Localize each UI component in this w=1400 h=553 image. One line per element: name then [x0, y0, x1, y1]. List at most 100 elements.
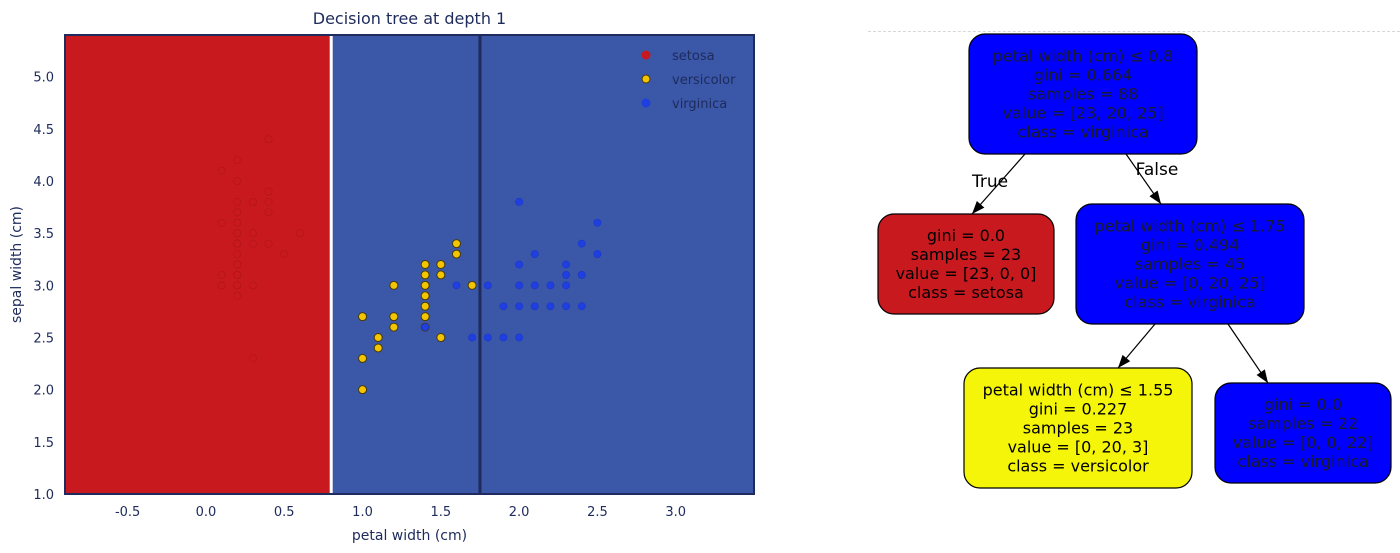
data-point-virginica — [499, 333, 508, 342]
data-point-versicolor — [358, 312, 368, 322]
data-point-virginica — [421, 323, 430, 331]
x-tick-label: 1.5 — [430, 505, 451, 520]
tree-node-line: class = virginica — [1237, 452, 1368, 471]
data-point-virginica — [593, 250, 602, 258]
data-point-setosa — [233, 177, 242, 185]
data-point-versicolor — [420, 291, 430, 301]
data-point-setosa — [217, 281, 226, 290]
tree-node-line: value = [23, 0, 0] — [896, 264, 1037, 283]
data-point-virginica — [483, 333, 492, 342]
legend-marker-versicolor — [641, 74, 651, 84]
data-point-versicolor — [358, 385, 368, 395]
y-tick-label: 4.0 — [33, 175, 54, 190]
tree-node-line: value = [23, 20, 25] — [1002, 104, 1163, 123]
data-point-setosa — [249, 229, 257, 238]
y-tick-label: 5.0 — [33, 71, 54, 86]
data-point-setosa — [233, 291, 242, 300]
data-point-virginica — [530, 302, 539, 311]
data-point-setosa — [264, 208, 273, 217]
data-point-setosa — [233, 281, 242, 290]
y-tick-label: 1.0 — [33, 488, 54, 503]
x-tick-label: 1.0 — [352, 505, 373, 520]
tree-node-line: samples = 45 — [1135, 255, 1245, 274]
data-point-virginica — [468, 333, 477, 342]
legend-label-virginica: virginica — [672, 97, 727, 112]
data-point-virginica — [562, 281, 570, 290]
data-point-virginica — [530, 250, 539, 258]
data-point-versicolor — [451, 239, 461, 249]
data-point-virginica — [483, 281, 492, 290]
tree-node-line: samples = 23 — [1023, 419, 1133, 438]
data-point-virginica — [515, 198, 524, 206]
data-point-setosa — [233, 156, 242, 165]
tree-node-box — [877, 213, 1055, 315]
y-axis-label: sepal width (cm) — [9, 206, 25, 323]
x-tick-label: 0.5 — [274, 505, 295, 520]
data-point-virginica — [515, 281, 524, 290]
data-point-setosa — [233, 198, 242, 206]
tree-node-line: samples = 23 — [911, 245, 1021, 264]
data-point-setosa — [249, 198, 257, 206]
tree-node-line: petal width (cm) ≤ 1.75 — [1095, 217, 1286, 236]
x-tick-label: 3.0 — [665, 505, 686, 520]
tree-node-line: gini = 0.0 — [927, 226, 1005, 245]
data-point-setosa — [233, 239, 242, 248]
data-point-setosa — [264, 239, 273, 248]
legend-label-versicolor: versicolor — [672, 73, 736, 88]
x-axis-label: petal width (cm) — [352, 528, 467, 544]
legend-marker-setosa — [641, 50, 651, 60]
data-point-setosa — [233, 250, 242, 258]
scatter-plot: Decision tree at depth 1 petal width (cm)… — [9, 9, 755, 544]
y-tick-label: 2.0 — [33, 384, 54, 399]
data-point-setosa — [280, 250, 289, 258]
tree-node-line: gini = 0.664 — [1034, 66, 1133, 85]
data-point-versicolor — [389, 312, 399, 322]
decision-region-setosa — [65, 35, 332, 494]
y-tick-label: 4.5 — [33, 123, 54, 138]
data-point-versicolor — [373, 343, 383, 353]
data-point-versicolor — [451, 249, 461, 259]
data-point-virginica — [452, 281, 461, 290]
legend: setosa versicolor virginica — [641, 49, 736, 112]
x-tick-label: 2.0 — [509, 505, 530, 520]
chart-title: Decision tree at depth 1 — [313, 9, 506, 28]
edge-label-false: False — [1136, 160, 1179, 180]
data-point-virginica — [546, 281, 555, 290]
edge-right-rightright-head — [1256, 369, 1268, 383]
edge-label-true: True — [971, 172, 1008, 192]
data-point-versicolor — [467, 280, 477, 290]
data-point-virginica — [515, 260, 524, 269]
data-point-virginica — [499, 302, 508, 311]
tree-node-line: value = [0, 20, 3] — [1008, 438, 1149, 457]
data-point-setosa — [264, 198, 273, 206]
data-point-virginica — [562, 302, 570, 311]
legend-label-setosa: setosa — [672, 49, 715, 64]
data-point-virginica — [530, 281, 539, 290]
data-point-versicolor — [420, 260, 430, 269]
x-tick-label: 0.0 — [196, 505, 217, 520]
tree-node-box — [968, 33, 1198, 155]
x-tick-label: -0.5 — [115, 505, 140, 520]
tree-node-line: gini = 0.0 — [1264, 395, 1342, 414]
data-point-setosa — [249, 281, 257, 290]
tree-node-line: samples = 88 — [1028, 85, 1138, 104]
tree-node-line: gini = 0.494 — [1141, 236, 1240, 255]
decision-region-virginica — [331, 35, 754, 494]
data-point-virginica — [562, 271, 570, 279]
edge-right-rightleft-head — [1118, 354, 1131, 368]
data-point-setosa — [233, 208, 242, 217]
dashed-separator — [868, 31, 1400, 32]
tree-node-box — [1075, 203, 1305, 325]
data-point-virginica — [577, 271, 586, 279]
y-tick-label: 3.0 — [33, 279, 54, 294]
edge-root-right-head — [1149, 190, 1161, 204]
data-point-setosa — [249, 354, 257, 363]
data-point-virginica — [515, 333, 524, 342]
data-point-virginica — [546, 302, 555, 311]
tree-node-line: petal width (cm) ≤ 0.8 — [993, 47, 1174, 66]
data-point-versicolor — [420, 312, 430, 322]
data-point-virginica — [577, 302, 586, 311]
